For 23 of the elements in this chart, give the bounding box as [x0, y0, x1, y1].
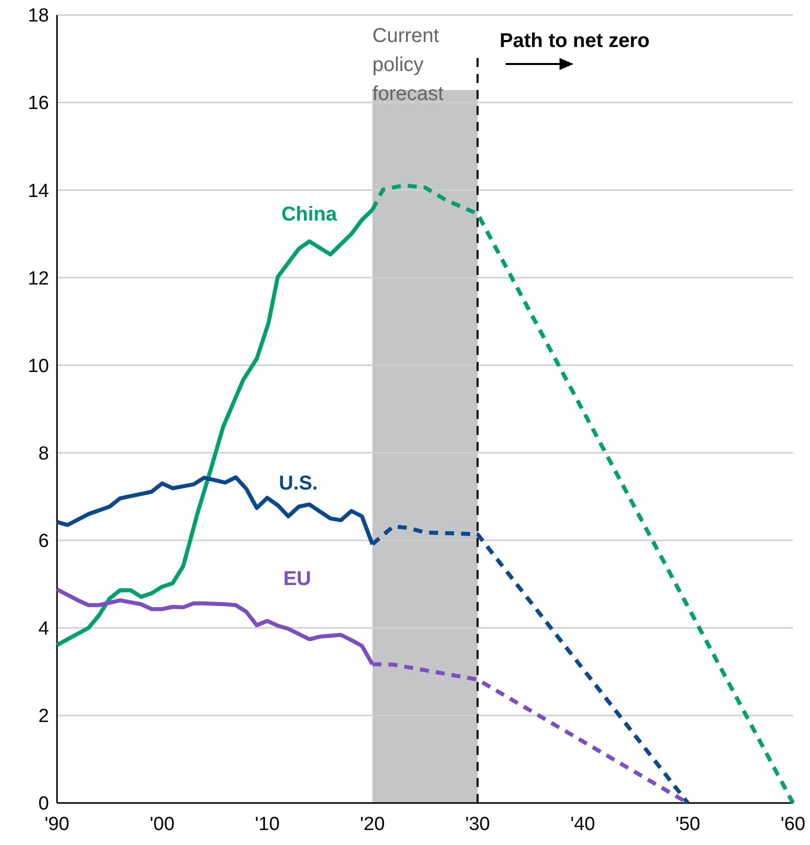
y-tick-label: 8 [38, 443, 49, 464]
series-label: U.S. [278, 472, 318, 495]
x-tick-label: '00 [150, 814, 175, 835]
y-tick-label: 6 [38, 530, 49, 552]
x-tick-label: '30 [465, 814, 490, 835]
y-tick-label: 10 [28, 356, 49, 377]
series-label: EU [283, 568, 312, 590]
x-tick-label: '60 [780, 814, 806, 835]
y-tick-label: 18 [28, 6, 49, 27]
band-label: Current policy forecast [372, 25, 444, 105]
y-tick-label: 2 [38, 706, 49, 728]
y-tick-label: 14 [28, 180, 50, 202]
x-tick-label: '20 [360, 814, 385, 835]
series-label: China [281, 203, 338, 226]
x-tick-label: '40 [570, 814, 596, 835]
y-tick-label: 0 [38, 794, 49, 815]
x-tick-label: '50 [675, 814, 700, 835]
x-tick-label: '90 [44, 814, 70, 835]
x-tick-label: '10 [254, 814, 280, 835]
y-tick-label: 4 [38, 618, 50, 640]
ref-line-label: Path to net zero [500, 30, 650, 52]
y-tick-label: 16 [28, 93, 49, 114]
y-tick-label: 12 [28, 268, 49, 290]
